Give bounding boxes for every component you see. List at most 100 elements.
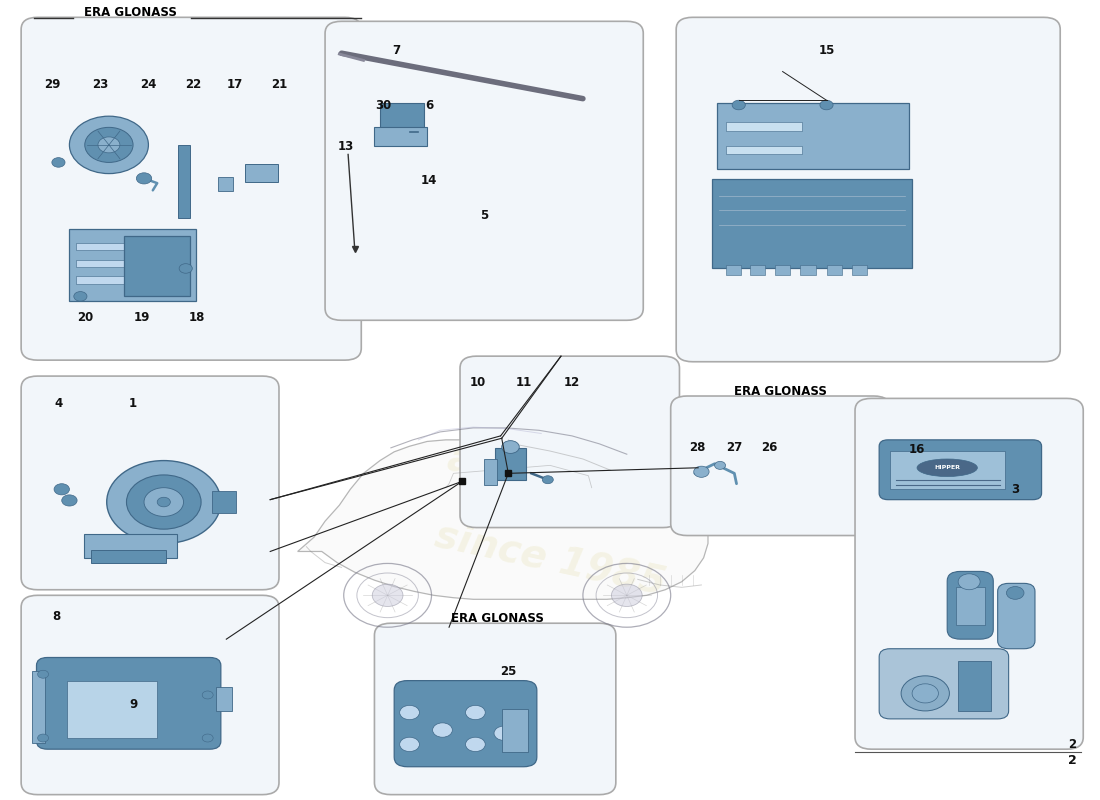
Bar xyxy=(76,260,140,267)
Circle shape xyxy=(62,495,77,506)
FancyBboxPatch shape xyxy=(998,583,1035,649)
Circle shape xyxy=(715,462,726,470)
Circle shape xyxy=(85,127,133,162)
Text: 2: 2 xyxy=(1068,738,1076,751)
Text: a passion: a passion xyxy=(444,439,656,520)
Text: 11: 11 xyxy=(516,376,531,389)
FancyBboxPatch shape xyxy=(676,18,1060,362)
Text: since 1985: since 1985 xyxy=(431,517,669,602)
Polygon shape xyxy=(298,440,708,599)
FancyBboxPatch shape xyxy=(21,18,361,360)
Text: 1: 1 xyxy=(129,397,138,410)
Text: 19: 19 xyxy=(133,310,150,323)
Bar xyxy=(76,243,140,250)
Text: 10: 10 xyxy=(470,376,486,389)
Circle shape xyxy=(37,734,48,742)
Text: 5: 5 xyxy=(480,209,488,222)
Circle shape xyxy=(52,158,65,167)
Ellipse shape xyxy=(917,459,978,477)
Circle shape xyxy=(69,116,148,174)
Text: ERA GLONASS: ERA GLONASS xyxy=(451,612,543,625)
Bar xyxy=(217,687,232,711)
Text: 27: 27 xyxy=(726,442,742,454)
Bar xyxy=(245,164,278,182)
Text: 7: 7 xyxy=(393,44,400,58)
Circle shape xyxy=(202,734,213,742)
Text: 16: 16 xyxy=(909,443,925,456)
Circle shape xyxy=(494,726,514,741)
Text: 28: 28 xyxy=(689,442,705,454)
Text: 6: 6 xyxy=(426,98,433,111)
FancyBboxPatch shape xyxy=(947,571,993,639)
Circle shape xyxy=(74,291,87,301)
Bar xyxy=(212,491,236,514)
Text: 8: 8 xyxy=(52,610,60,623)
Circle shape xyxy=(372,584,403,606)
Circle shape xyxy=(733,100,746,110)
Bar xyxy=(124,236,190,296)
Text: 23: 23 xyxy=(92,78,108,90)
Circle shape xyxy=(399,706,419,720)
Text: 15: 15 xyxy=(818,44,835,58)
Circle shape xyxy=(542,476,553,484)
Circle shape xyxy=(912,684,938,703)
FancyBboxPatch shape xyxy=(671,396,890,535)
Bar xyxy=(726,146,802,154)
Circle shape xyxy=(144,488,184,516)
Text: 25: 25 xyxy=(500,665,517,678)
Text: 30: 30 xyxy=(375,98,392,111)
Bar xyxy=(956,586,984,625)
FancyBboxPatch shape xyxy=(21,595,279,794)
Text: HIPPER: HIPPER xyxy=(934,466,960,470)
Bar xyxy=(218,177,233,191)
Bar xyxy=(717,103,909,169)
FancyBboxPatch shape xyxy=(36,658,221,749)
Text: 2: 2 xyxy=(1068,754,1077,767)
Text: 13: 13 xyxy=(338,140,354,153)
FancyBboxPatch shape xyxy=(394,681,537,766)
Bar xyxy=(958,662,991,711)
Circle shape xyxy=(37,670,48,678)
Text: 22: 22 xyxy=(185,78,201,90)
Bar xyxy=(374,127,427,146)
Circle shape xyxy=(1006,586,1024,599)
Text: 26: 26 xyxy=(761,442,778,454)
Bar xyxy=(774,266,790,275)
Bar xyxy=(76,277,140,284)
FancyBboxPatch shape xyxy=(855,398,1084,749)
Circle shape xyxy=(157,498,170,507)
Bar xyxy=(726,122,802,130)
Text: 3: 3 xyxy=(1011,482,1020,496)
Text: 21: 21 xyxy=(271,78,287,90)
Bar xyxy=(502,709,528,752)
Circle shape xyxy=(465,706,485,720)
Circle shape xyxy=(179,264,192,274)
Bar xyxy=(495,448,526,480)
Bar xyxy=(69,230,196,301)
Circle shape xyxy=(958,574,980,590)
Text: 4: 4 xyxy=(54,397,63,410)
Text: ERA GLONASS: ERA GLONASS xyxy=(85,6,177,19)
FancyBboxPatch shape xyxy=(460,356,680,527)
Circle shape xyxy=(202,691,213,699)
Circle shape xyxy=(901,676,949,711)
Bar xyxy=(851,266,867,275)
Bar xyxy=(484,459,497,485)
Circle shape xyxy=(694,466,710,478)
Bar xyxy=(800,266,815,275)
Circle shape xyxy=(98,137,120,153)
Bar xyxy=(67,681,157,738)
Circle shape xyxy=(126,475,201,529)
Circle shape xyxy=(820,100,833,110)
Text: 14: 14 xyxy=(421,174,438,187)
Circle shape xyxy=(612,584,642,606)
Circle shape xyxy=(502,441,519,454)
Text: 18: 18 xyxy=(188,310,205,323)
FancyBboxPatch shape xyxy=(21,376,279,590)
FancyBboxPatch shape xyxy=(879,649,1009,719)
Bar xyxy=(178,145,190,218)
Bar xyxy=(826,266,842,275)
Bar xyxy=(32,671,45,743)
Bar xyxy=(726,266,741,275)
Circle shape xyxy=(54,484,69,495)
